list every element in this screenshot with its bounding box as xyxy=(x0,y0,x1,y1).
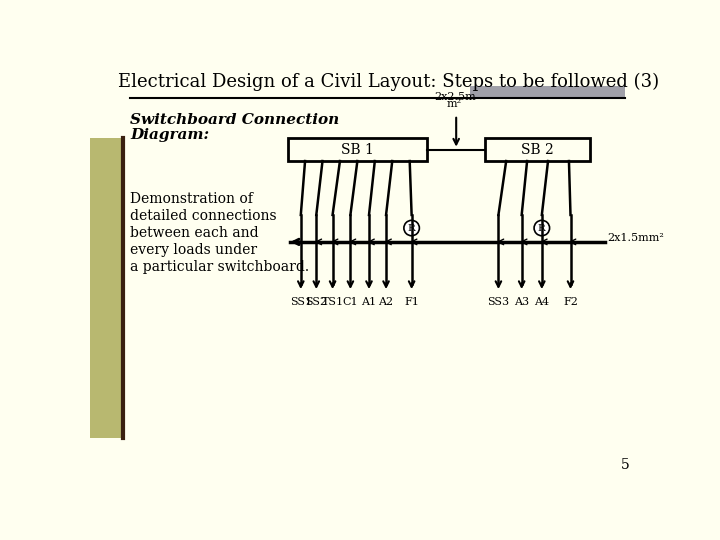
Text: SS3: SS3 xyxy=(487,298,510,307)
Text: SS1: SS1 xyxy=(289,298,312,307)
Text: a particular switchboard.: a particular switchboard. xyxy=(130,260,310,274)
Bar xyxy=(90,138,122,438)
Text: 2x2.5m: 2x2.5m xyxy=(433,92,475,102)
Text: every loads under: every loads under xyxy=(130,242,258,256)
Text: detailed connections: detailed connections xyxy=(130,209,277,223)
Text: A2: A2 xyxy=(379,298,394,307)
Text: F2: F2 xyxy=(563,298,578,307)
Text: Diagram:: Diagram: xyxy=(130,128,210,142)
Text: SS2: SS2 xyxy=(305,298,328,307)
Text: C1: C1 xyxy=(343,298,359,307)
Ellipse shape xyxy=(534,220,549,236)
Text: TS1: TS1 xyxy=(322,298,343,307)
Text: Demonstration of: Demonstration of xyxy=(130,192,253,206)
Text: between each and: between each and xyxy=(130,226,259,240)
Text: A3: A3 xyxy=(514,298,529,307)
Text: 2x1.5mm²: 2x1.5mm² xyxy=(608,233,665,243)
Text: A1: A1 xyxy=(361,298,377,307)
Text: m²: m² xyxy=(447,99,462,110)
Text: R: R xyxy=(538,224,546,233)
Text: 5: 5 xyxy=(621,458,629,472)
Ellipse shape xyxy=(404,220,419,236)
Text: SB 1: SB 1 xyxy=(341,143,374,157)
Text: F1: F1 xyxy=(404,298,419,307)
Text: A4: A4 xyxy=(534,298,549,307)
Text: SB 2: SB 2 xyxy=(521,143,554,157)
Text: Electrical Design of a Civil Layout: Steps to be followed (3): Electrical Design of a Civil Layout: Ste… xyxy=(118,72,659,91)
Bar xyxy=(469,85,625,98)
Bar xyxy=(287,138,427,161)
Bar xyxy=(485,138,590,161)
Text: Switchboard Connection: Switchboard Connection xyxy=(130,113,340,127)
Text: R: R xyxy=(408,224,415,233)
